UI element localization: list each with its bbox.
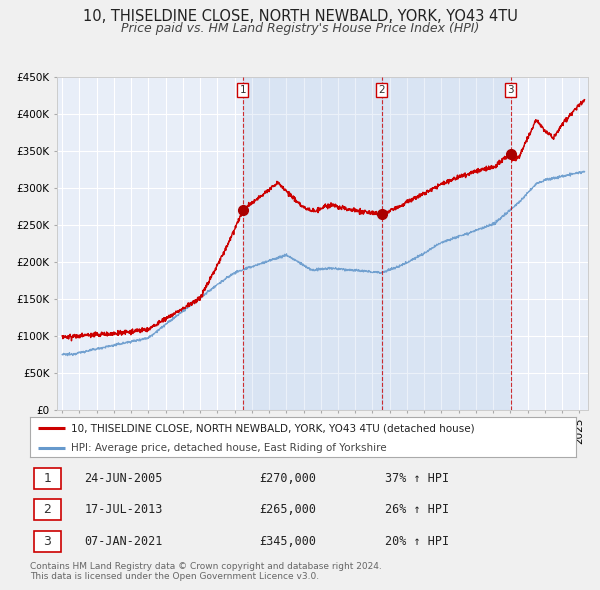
Text: HPI: Average price, detached house, East Riding of Yorkshire: HPI: Average price, detached house, East… [71,442,386,453]
Text: 10, THISELDINE CLOSE, NORTH NEWBALD, YORK, YO43 4TU: 10, THISELDINE CLOSE, NORTH NEWBALD, YOR… [83,9,517,24]
Text: 3: 3 [44,535,52,548]
FancyBboxPatch shape [34,531,61,552]
Text: £270,000: £270,000 [259,472,316,485]
Text: 3: 3 [508,85,514,95]
Text: 26% ↑ HPI: 26% ↑ HPI [385,503,449,516]
Text: £265,000: £265,000 [259,503,316,516]
Text: 2: 2 [44,503,52,516]
Text: 24-JUN-2005: 24-JUN-2005 [85,472,163,485]
FancyBboxPatch shape [34,468,61,489]
Text: Contains HM Land Registry data © Crown copyright and database right 2024.
This d: Contains HM Land Registry data © Crown c… [30,562,382,581]
Text: 10, THISELDINE CLOSE, NORTH NEWBALD, YORK, YO43 4TU (detached house): 10, THISELDINE CLOSE, NORTH NEWBALD, YOR… [71,424,475,434]
Text: 37% ↑ HPI: 37% ↑ HPI [385,472,449,485]
Text: Price paid vs. HM Land Registry's House Price Index (HPI): Price paid vs. HM Land Registry's House … [121,22,479,35]
Text: 17-JUL-2013: 17-JUL-2013 [85,503,163,516]
FancyBboxPatch shape [34,499,61,520]
Bar [382,77,511,410]
Text: 2: 2 [379,85,385,95]
Text: 1: 1 [239,85,246,95]
Text: 07-JAN-2021: 07-JAN-2021 [85,535,163,548]
Bar [243,77,382,410]
Text: £345,000: £345,000 [259,535,316,548]
Text: 1: 1 [44,472,52,485]
Text: 20% ↑ HPI: 20% ↑ HPI [385,535,449,548]
